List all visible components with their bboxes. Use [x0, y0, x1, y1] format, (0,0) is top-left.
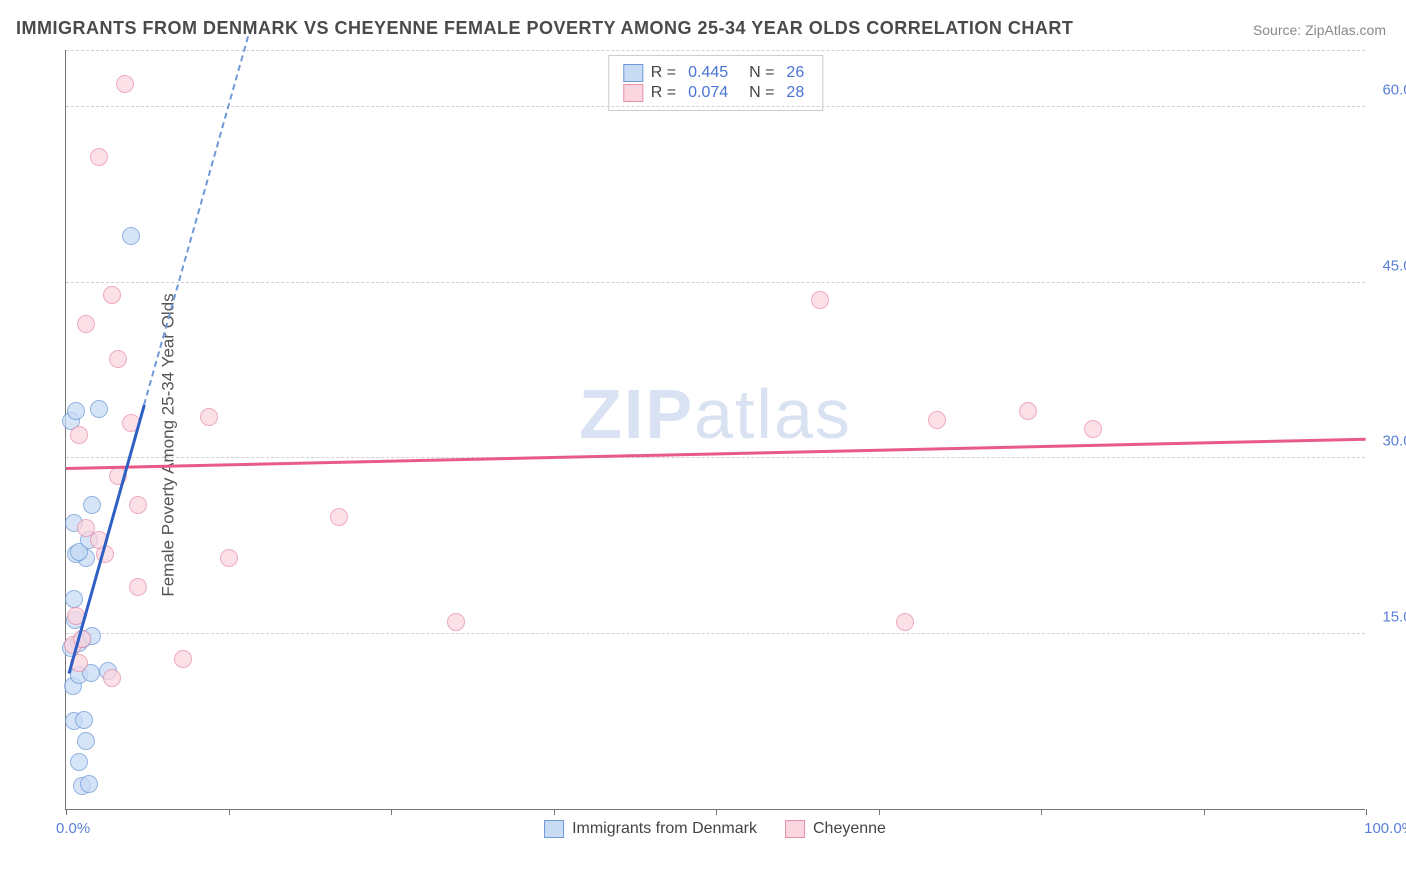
scatter-point — [83, 496, 101, 514]
grid-line — [66, 457, 1365, 458]
x-tick-mark — [1366, 809, 1367, 815]
correlation-legend: R = 0.445 N = 26 R = 0.074 N = 28 — [608, 55, 823, 111]
legend-n-value: 28 — [786, 84, 804, 102]
y-tick-label: 45.0% — [1370, 257, 1406, 274]
x-tick-mark — [391, 809, 392, 815]
trend-line — [66, 438, 1366, 470]
legend-n-value: 26 — [786, 64, 804, 82]
legend-n-label: N = — [740, 64, 774, 82]
x-tick-mark — [716, 809, 717, 815]
scatter-point — [129, 496, 147, 514]
scatter-point — [77, 732, 95, 750]
scatter-point — [109, 350, 127, 368]
legend-swatch — [623, 84, 643, 102]
x-tick-mark — [1204, 809, 1205, 815]
source-label: Source: — [1253, 22, 1301, 38]
trend-line — [143, 36, 249, 405]
grid-line — [66, 106, 1365, 107]
scatter-point — [447, 613, 465, 631]
x-tick-mark — [554, 809, 555, 815]
chart-title: IMMIGRANTS FROM DENMARK VS CHEYENNE FEMA… — [16, 18, 1073, 39]
scatter-point — [75, 711, 93, 729]
y-tick-label: 30.0% — [1370, 433, 1406, 450]
watermark: ZIPatlas — [579, 374, 852, 454]
x-tick-mark — [229, 809, 230, 815]
x-tick-mark — [66, 809, 67, 815]
legend-r-value: 0.445 — [688, 64, 728, 82]
legend-r-label: R = — [651, 84, 676, 102]
legend-label: Cheyenne — [813, 820, 886, 838]
scatter-point — [70, 753, 88, 771]
source-attribution: Source: ZipAtlas.com — [1253, 22, 1386, 38]
legend-r-label: R = — [651, 64, 676, 82]
source-value: ZipAtlas.com — [1305, 22, 1386, 38]
series-legend: Immigrants from Denmark Cheyenne — [544, 820, 886, 838]
scatter-point — [67, 402, 85, 420]
y-tick-label: 15.0% — [1370, 608, 1406, 625]
grid-line — [66, 50, 1365, 51]
scatter-point — [90, 148, 108, 166]
scatter-point — [129, 578, 147, 596]
x-tick-mark — [879, 809, 880, 815]
legend-row: R = 0.445 N = 26 — [623, 64, 808, 82]
scatter-point — [122, 227, 140, 245]
scatter-point — [103, 669, 121, 687]
scatter-point — [200, 408, 218, 426]
legend-swatch — [623, 64, 643, 82]
plot-area: ZIPatlas R =0.445 N =26R =0.074 N =28 15… — [65, 50, 1365, 810]
scatter-point — [80, 775, 98, 793]
legend-row: R = 0.074 N = 28 — [623, 84, 808, 102]
x-tick-label: 100.0% — [1364, 820, 1406, 837]
scatter-point — [174, 650, 192, 668]
legend-item: Immigrants from Denmark — [544, 820, 757, 838]
legend-label: Immigrants from Denmark — [572, 820, 757, 838]
legend-n-label: N = — [740, 84, 774, 102]
scatter-point — [116, 75, 134, 93]
scatter-point — [928, 411, 946, 429]
scatter-point — [330, 508, 348, 526]
y-tick-label: 60.0% — [1370, 82, 1406, 99]
legend-item: Cheyenne — [785, 820, 886, 838]
scatter-point — [77, 519, 95, 537]
x-tick-label: 0.0% — [56, 820, 90, 837]
scatter-point — [90, 400, 108, 418]
scatter-point — [1019, 402, 1037, 420]
scatter-point — [220, 549, 238, 567]
scatter-point — [896, 613, 914, 631]
x-tick-mark — [1041, 809, 1042, 815]
legend-swatch — [544, 820, 564, 838]
scatter-point — [65, 590, 83, 608]
grid-line — [66, 282, 1365, 283]
grid-line — [66, 633, 1365, 634]
scatter-point — [77, 315, 95, 333]
legend-swatch — [785, 820, 805, 838]
scatter-point — [103, 286, 121, 304]
legend-r-value: 0.074 — [688, 84, 728, 102]
scatter-point — [1084, 420, 1102, 438]
scatter-point — [811, 291, 829, 309]
scatter-point — [70, 426, 88, 444]
chart-container: Female Poverty Among 25-34 Year Olds ZIP… — [45, 50, 1385, 840]
